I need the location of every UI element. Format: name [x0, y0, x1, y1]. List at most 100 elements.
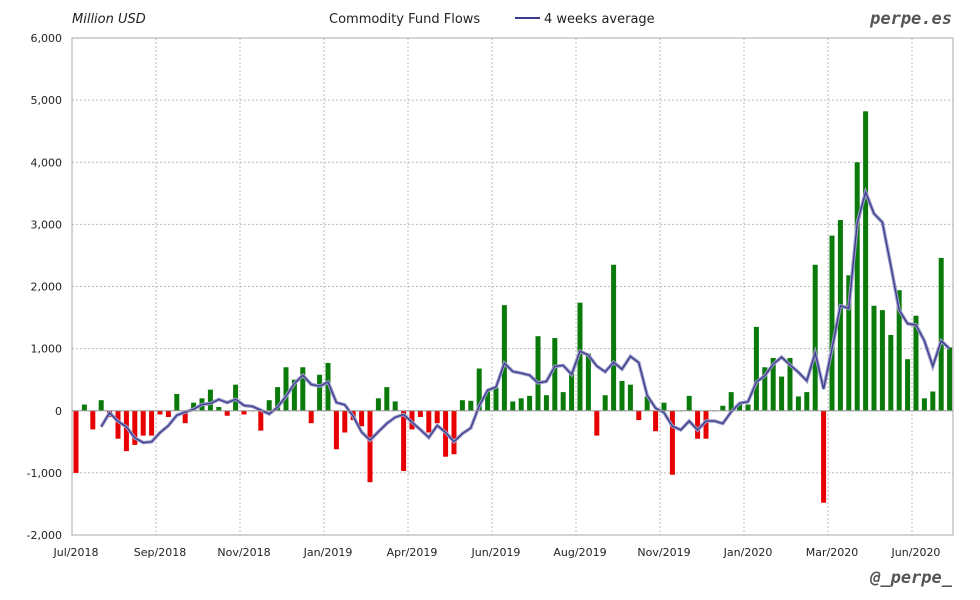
flow-bar	[132, 410, 138, 445]
legend: 4 weeks average	[515, 12, 655, 27]
flow-bar	[375, 398, 381, 411]
flow-bar	[737, 404, 743, 411]
flow-bar	[325, 362, 331, 411]
flow-bar	[762, 367, 768, 411]
flow-bar	[518, 398, 524, 411]
flow-bar	[703, 410, 709, 439]
flow-bar	[493, 387, 499, 411]
flow-bar	[804, 392, 810, 411]
plot-frame	[71, 37, 954, 536]
flow-bar	[913, 315, 919, 411]
x-tick-label: Jun/2019	[471, 546, 521, 559]
flow-bar	[191, 402, 197, 411]
flow-bar	[921, 398, 927, 411]
x-tick-label: Jun/2020	[891, 546, 941, 559]
flow-bar	[510, 401, 516, 411]
flow-bar	[728, 392, 734, 411]
flow-bar	[98, 400, 104, 411]
flow-bar	[241, 410, 247, 415]
flow-bar	[417, 410, 423, 417]
flow-bar	[619, 380, 625, 411]
flow-bar	[140, 410, 146, 436]
flow-bar	[745, 404, 751, 411]
x-tick-label: Jul/2018	[53, 546, 99, 559]
x-tick-label: Aug/2019	[553, 546, 606, 559]
x-tick-label: Nov/2019	[637, 546, 690, 559]
flow-bar	[938, 257, 944, 411]
flow-bar	[577, 302, 583, 411]
flow-bar	[871, 305, 877, 411]
flow-bar	[182, 410, 188, 424]
flow-bar	[207, 389, 213, 411]
brand-top: perpe.es	[869, 9, 952, 29]
flow-bar	[266, 400, 272, 411]
flow-bar	[560, 392, 566, 411]
flow-bar	[451, 410, 457, 455]
flow-bar	[115, 410, 121, 439]
flow-bar	[367, 410, 373, 483]
y-tick-label: 6,000	[31, 32, 63, 45]
flow-bar	[333, 410, 339, 450]
legend-label: 4 weeks average	[544, 12, 655, 27]
x-tick-label: Jan/2019	[303, 546, 353, 559]
flow-bar	[317, 374, 323, 411]
x-tick-label: Sep/2018	[134, 546, 186, 559]
flow-bar	[812, 264, 818, 411]
flow-bar	[863, 111, 869, 411]
flow-bar	[720, 405, 726, 411]
flow-bar	[602, 395, 608, 411]
flow-bar	[854, 162, 860, 411]
x-tick-label: Jan/2020	[723, 546, 773, 559]
flow-bar	[661, 402, 667, 411]
flow-bar	[947, 347, 953, 411]
flow-bar	[770, 357, 776, 411]
flow-bar	[821, 410, 827, 503]
flow-bar	[879, 310, 885, 411]
y-tick-label: -2,000	[27, 529, 62, 542]
flow-bar	[535, 336, 541, 411]
flow-bar	[426, 410, 432, 433]
flow-bar	[787, 357, 793, 411]
y-tick-label: 5,000	[31, 94, 63, 107]
flow-bar	[846, 275, 852, 411]
four-week-average-line	[100, 190, 951, 444]
flow-bar	[695, 410, 701, 439]
flow-bar	[829, 235, 835, 411]
flow-bar	[485, 391, 491, 411]
chart-title: Commodity Fund Flows	[329, 12, 480, 27]
x-tick-label: Mar/2020	[806, 546, 858, 559]
flow-bar	[342, 410, 348, 433]
flow-bar	[594, 410, 600, 436]
flow-bar	[501, 305, 507, 411]
y-tick-label: 3,000	[31, 218, 63, 231]
flow-bar	[308, 410, 314, 424]
flow-bar	[611, 264, 617, 411]
flow-bar	[291, 379, 297, 411]
flow-bar	[216, 407, 222, 411]
y-tick-label: 2,000	[31, 281, 63, 294]
flow-bar	[384, 387, 390, 411]
y-tick-label: 1,000	[31, 343, 63, 356]
flow-bar	[527, 395, 533, 411]
flow-bar	[669, 410, 675, 475]
flow-bar	[174, 393, 180, 411]
flow-bar	[459, 400, 465, 411]
x-tick-label: Nov/2018	[217, 546, 270, 559]
y-tick-label: -1,000	[27, 467, 62, 480]
flow-bar	[753, 326, 759, 411]
y-tick-label: 0	[55, 405, 62, 418]
flow-bar	[401, 410, 407, 472]
flow-bar	[157, 410, 163, 415]
flow-bar	[653, 410, 659, 432]
flow-bar	[905, 359, 911, 411]
flow-bar	[434, 410, 440, 424]
flow-bar	[795, 396, 801, 411]
flow-bar	[73, 410, 79, 473]
flow-bar	[543, 395, 549, 411]
flow-bar	[392, 401, 398, 411]
flow-bar	[283, 367, 289, 411]
brand-bottom: @_perpe_	[869, 568, 953, 588]
y-unit-label: Million USD	[72, 12, 146, 27]
flow-bar	[275, 387, 281, 411]
